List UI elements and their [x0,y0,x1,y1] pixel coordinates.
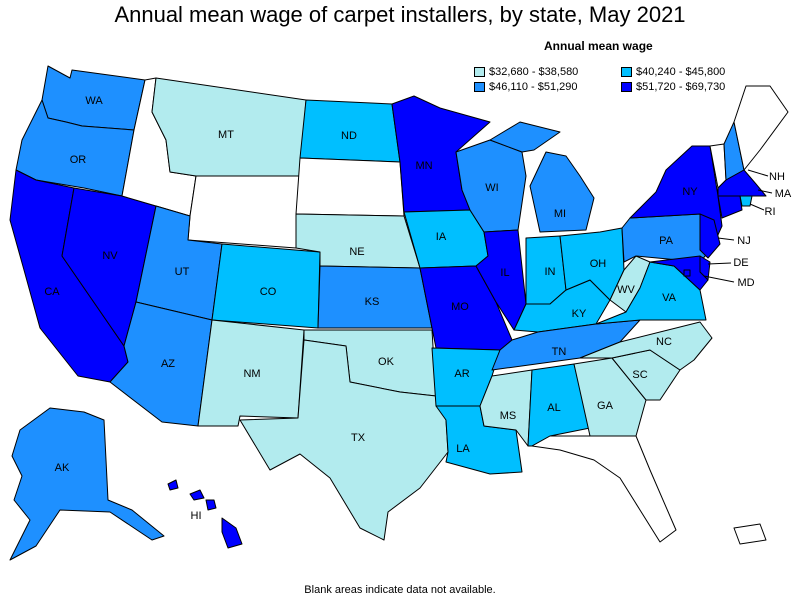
label-ky: KY [572,308,587,320]
label-oh: OH [590,258,607,270]
label-az: AZ [161,358,175,370]
label-mi: MI [554,208,566,220]
legend-item-bin-4: $51,720 - $69,730 [621,81,725,93]
label-or: OR [70,154,87,166]
legend-title: Annual mean wage [544,39,653,53]
label-nh: NH [769,171,785,183]
state-tx[interactable] [239,339,449,541]
label-la: LA [456,443,470,455]
label-tx: TX [351,432,366,444]
state-pr[interactable] [733,523,767,545]
state-dc[interactable] [683,269,691,277]
label-de: DE [733,257,748,269]
label-ks: KS [365,296,380,308]
state-ct[interactable] [717,195,743,219]
legend-item-bin-1: $32,680 - $38,580 [474,66,578,78]
label-ma: MA [775,188,792,200]
state-nc[interactable] [579,321,713,371]
map-title: Annual mean wage of carpet installers, b… [114,2,686,27]
label-nv: NV [102,250,118,262]
label-pa: PA [659,235,674,247]
legend-swatch-bin-1 [474,67,485,77]
label-nc: NC [656,336,672,348]
state-ga[interactable] [573,357,647,437]
legend-item-bin-2: $40,240 - $45,800 [621,66,725,78]
label-al: AL [547,402,560,414]
state-hi[interactable] [167,479,243,549]
label-wv: WV [617,284,635,296]
legend-label-bin-2: $40,240 - $45,800 [636,66,726,78]
label-ms: MS [500,410,517,422]
state-wy[interactable] [187,175,301,249]
label-va: VA [662,292,677,304]
label-nd: ND [341,130,357,142]
label-leader-lines [703,169,773,283]
label-mo: MO [451,301,469,313]
legend-swatch-bin-3 [474,82,485,92]
legend-label-bin-4: $51,720 - $69,730 [636,81,726,93]
state-nj[interactable] [699,213,721,259]
label-nj: NJ [737,235,750,247]
label-ri: RI [765,206,776,218]
state-me[interactable] [733,85,789,171]
label-ar: AR [454,368,469,380]
label-ut: UT [175,266,190,278]
state-md[interactable] [649,255,709,291]
label-nm: NM [243,368,260,380]
legend-swatch-bin-2 [621,67,632,77]
state-sd[interactable] [295,157,405,217]
legend-item-bin-3: $46,110 - $51,290 [474,81,577,93]
label-co: CO [260,286,277,298]
legend-label-bin-1: $32,680 - $38,580 [489,66,579,78]
label-ok: OK [378,356,395,368]
label-wi: WI [485,182,498,194]
state-fl[interactable] [531,435,677,543]
label-wa: WA [85,95,103,107]
label-ak: AK [55,462,70,474]
state-mt[interactable] [151,77,307,177]
label-tn: TN [552,346,567,358]
state-il[interactable] [475,229,527,331]
legend-label-bin-3: $46,110 - $51,290 [489,81,578,93]
label-mt: MT [218,129,234,141]
label-hi: HI [191,510,202,522]
state-mi[interactable] [489,121,595,233]
label-ny: NY [682,186,698,198]
state-ak[interactable] [9,407,165,561]
label-ne: NE [349,246,364,258]
label-ga: GA [597,400,614,412]
label-mn: MN [415,160,432,172]
label-il: IL [500,267,509,279]
label-ca: CA [44,286,60,298]
footnote: Blank areas indicate data not available. [304,584,496,596]
label-ia: IA [436,231,447,243]
label-md: MD [737,277,754,289]
label-sc: SC [632,369,647,381]
legend-swatch-bin-4 [621,82,632,92]
label-in: IN [545,266,556,278]
